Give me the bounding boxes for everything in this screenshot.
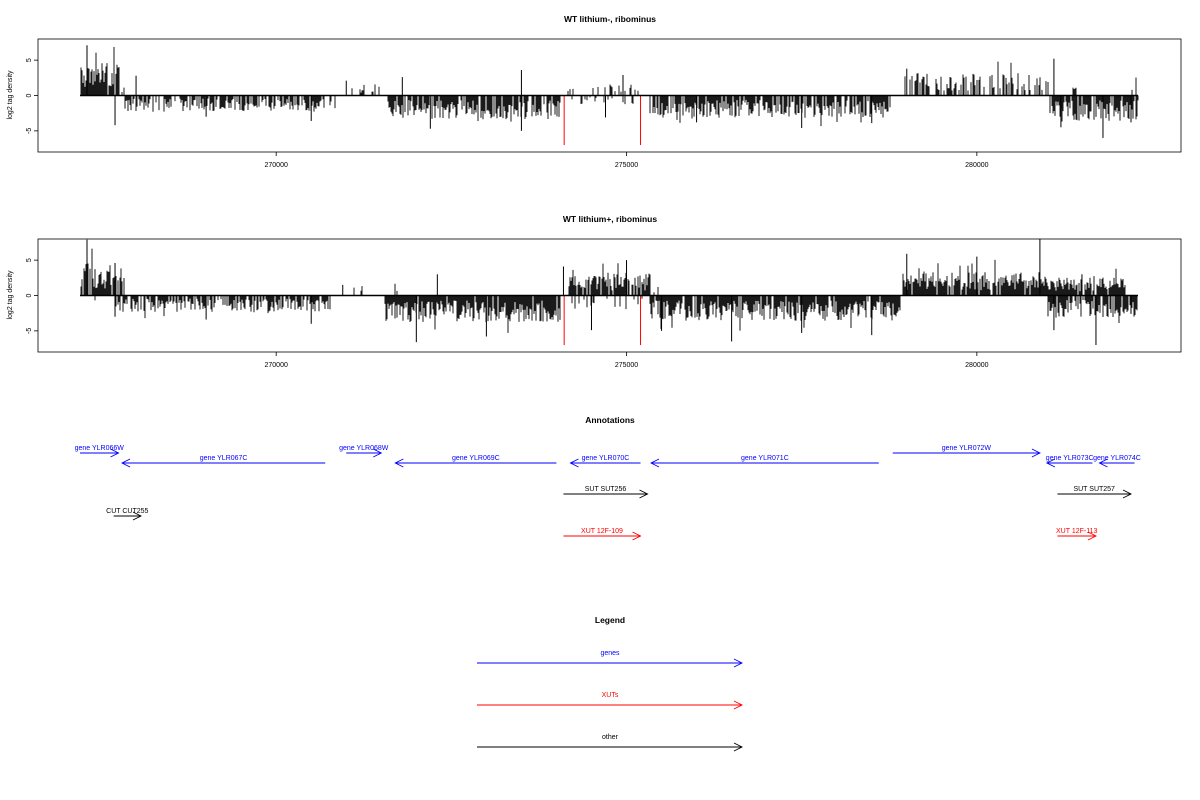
feature-label: gene YLR073C — [1046, 455, 1094, 462]
feature-arrow — [121, 458, 326, 468]
annotations-title: Annotations — [585, 415, 635, 425]
legend-label: other — [602, 734, 619, 741]
y-axis-label: log2 tag density — [7, 70, 14, 120]
feature-gene: gene YLR068W — [339, 445, 389, 458]
coverage-bars — [80, 238, 1138, 345]
x-tick-label: 270000 — [265, 162, 288, 169]
feature-other: SUT SUT256 — [563, 486, 649, 499]
feature-gene: gene YLR074C — [1093, 455, 1141, 468]
panel-title: WT lithium-, ribominus — [564, 14, 656, 24]
feature-arrow — [113, 511, 142, 521]
panel-title: WT lithium+, ribominus — [563, 214, 657, 224]
y-tick-label: -5 — [26, 128, 33, 134]
feature-label: SUT SUT257 — [1073, 486, 1115, 493]
feature-arrow — [1045, 458, 1093, 468]
y-tick-label: 5 — [26, 58, 33, 62]
legend-label: genes — [600, 650, 620, 657]
feature-gene: gene YLR073C — [1045, 455, 1094, 468]
feature-arrow — [569, 458, 641, 468]
legend: Legend genes XUTs other — [477, 615, 744, 752]
feature-arrow — [563, 531, 642, 541]
legend-item-xut: XUTs — [477, 692, 744, 710]
feature-gene: gene YLR067C — [121, 455, 326, 468]
feature-list: gene YLR066W gene YLR067C gene YLR068W gene… — [75, 445, 1141, 541]
feature-arrow — [80, 448, 120, 458]
feature-gene: gene YLR066W — [75, 445, 125, 458]
coverage-panel-lithium-minus: WT lithium-, ribominus log2 tag density … — [7, 14, 1182, 169]
feature-arrow — [563, 489, 649, 499]
feature-arrow — [394, 458, 557, 468]
feature-label: gene YLR066W — [75, 445, 125, 452]
feature-label: gene YLR074C — [1093, 455, 1141, 462]
legend-item-other: other — [477, 734, 744, 752]
legend-arrow — [477, 658, 744, 668]
feature-label: SUT SUT256 — [585, 486, 627, 493]
x-tick-label: 275000 — [615, 162, 638, 169]
x-tick-label: 280000 — [965, 362, 988, 369]
feature-label: gene YLR068W — [339, 445, 389, 452]
feature-xut: XUT 12F-113 — [1056, 528, 1097, 541]
feature-arrow — [1057, 531, 1097, 541]
feature-other: SUT SUT257 — [1057, 486, 1132, 499]
axes: -5 0 5 270000 275000 280000 — [26, 58, 989, 169]
x-tick-label: 280000 — [965, 162, 988, 169]
feature-arrow — [892, 448, 1041, 458]
feature-other: CUT CUT255 — [106, 508, 149, 521]
feature-gene: gene YLR072W — [892, 445, 1041, 458]
legend-label: XUTs — [602, 692, 619, 699]
feature-gene: gene YLR070C — [569, 455, 641, 468]
feature-label: XUT 12F-113 — [1056, 528, 1097, 535]
coverage-panel-lithium-plus: WT lithium+, ribominus log2 tag density … — [7, 214, 1182, 369]
feature-label: gene YLR067C — [200, 455, 248, 462]
legend-item-gene: genes — [477, 650, 744, 668]
coverage-bars — [80, 45, 1139, 145]
feature-xut: XUT 12F-109 — [563, 528, 642, 541]
feature-label: gene YLR070C — [582, 455, 630, 462]
y-axis-label: log2 tag density — [7, 270, 14, 320]
feature-arrow — [346, 448, 383, 458]
y-tick-label: 0 — [26, 293, 33, 297]
legend-arrow — [477, 700, 744, 710]
legend-title: Legend — [595, 615, 625, 625]
feature-gene: gene YLR071C — [650, 455, 879, 468]
feature-label: XUT 12F-109 — [581, 528, 623, 535]
feature-label: CUT CUT255 — [106, 508, 148, 515]
y-tick-label: 0 — [26, 93, 33, 97]
feature-arrow — [1098, 458, 1135, 468]
feature-arrow — [650, 458, 879, 468]
x-tick-label: 275000 — [615, 362, 638, 369]
y-tick-label: -5 — [26, 328, 33, 334]
legend-items: genes XUTs other — [477, 650, 744, 752]
feature-label: gene YLR069C — [452, 455, 500, 462]
legend-arrow — [477, 742, 744, 752]
feature-gene: gene YLR069C — [394, 455, 557, 468]
y-tick-label: 5 — [26, 258, 33, 262]
axes: -5 0 5 270000 275000 280000 — [26, 258, 989, 369]
feature-label: gene YLR072W — [942, 445, 992, 452]
x-tick-label: 270000 — [265, 362, 288, 369]
feature-arrow — [1057, 489, 1132, 499]
feature-label: gene YLR071C — [741, 455, 789, 462]
